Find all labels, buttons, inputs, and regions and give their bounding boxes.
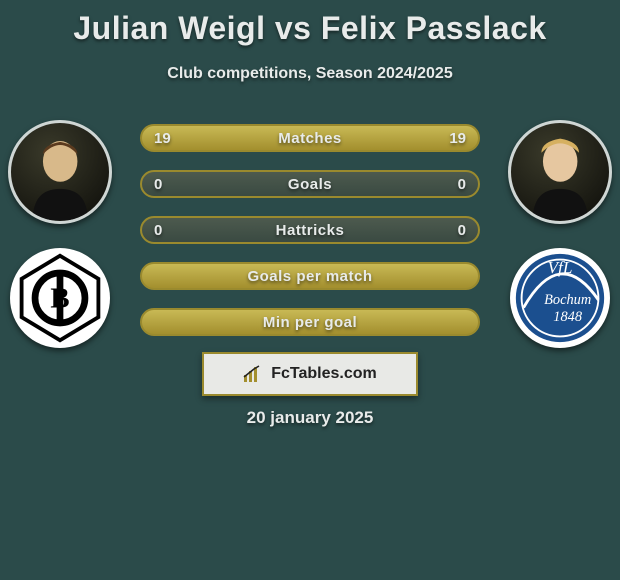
stat-bar-matches: 19 Matches 19 [140, 124, 480, 152]
page-title: Julian Weigl vs Felix Passlack [0, 0, 620, 47]
stat-label: Hattricks [276, 222, 345, 239]
club-badge-icon: VfL Bochum 1848 [512, 250, 608, 346]
bar-chart-icon [243, 365, 265, 383]
left-column: B [8, 120, 112, 348]
stat-left-value: 0 [154, 222, 162, 239]
brand-text: FcTables.com [271, 365, 377, 383]
stat-right-value: 19 [449, 130, 466, 147]
stat-right-value: 0 [458, 176, 466, 193]
club-right-logo: VfL Bochum 1848 [510, 248, 610, 348]
svg-text:VfL: VfL [548, 258, 573, 277]
date-text: 20 january 2025 [0, 408, 620, 428]
season-subtitle: Club competitions, Season 2024/2025 [0, 65, 620, 83]
club-right-name: Bochum [544, 292, 591, 308]
person-icon [521, 133, 599, 221]
stat-bar-goals-per-match: Goals per match [140, 262, 480, 290]
stat-bar-min-per-goal: Min per goal [140, 308, 480, 336]
stat-label: Min per goal [263, 314, 357, 331]
stat-label: Matches [278, 130, 342, 147]
brand-box: FcTables.com [202, 352, 418, 396]
club-left-logo: B [10, 248, 110, 348]
stat-label: Goals [288, 176, 332, 193]
club-right-year: 1848 [553, 309, 583, 325]
stat-right-value: 0 [458, 222, 466, 239]
player-right-avatar [508, 120, 612, 224]
player-left-avatar [8, 120, 112, 224]
stat-label: Goals per match [247, 268, 372, 285]
person-icon [21, 133, 99, 221]
stat-bar-goals: 0 Goals 0 [140, 170, 480, 198]
stat-left-value: 19 [154, 130, 171, 147]
stat-bar-hattricks: 0 Hattricks 0 [140, 216, 480, 244]
stat-left-value: 0 [154, 176, 162, 193]
stats-bars: 19 Matches 19 0 Goals 0 0 Hattricks 0 Go… [140, 124, 480, 336]
club-left-letter: B [50, 283, 69, 315]
club-badge-icon: B [12, 250, 108, 346]
right-column: VfL Bochum 1848 [508, 120, 612, 348]
